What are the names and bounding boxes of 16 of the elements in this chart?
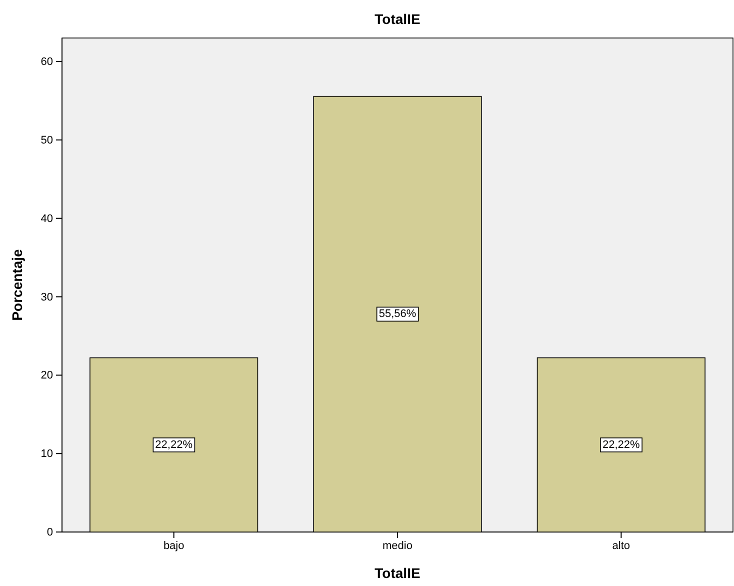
y-tick-label: 20 xyxy=(40,370,53,382)
x-axis-title: TotalIE xyxy=(374,565,420,581)
x-tick-label: bajo xyxy=(163,540,184,552)
data-label: 22,22% xyxy=(155,438,193,451)
data-label: 22,22% xyxy=(602,438,640,451)
y-tick-label: 10 xyxy=(40,448,53,460)
y-axis-title: Porcentaje xyxy=(9,248,25,321)
data-label: 55,56% xyxy=(378,308,416,320)
y-tick-label: 30 xyxy=(40,291,53,304)
x-tick-label: alto xyxy=(612,540,630,552)
chart-title: TotalIE xyxy=(374,11,420,27)
y-tick-label: 60 xyxy=(40,56,53,68)
y-tick-label: 40 xyxy=(40,212,53,225)
y-tick-label: 50 xyxy=(40,134,53,146)
x-tick-label: medio xyxy=(382,540,412,552)
y-tick-label: 0 xyxy=(46,526,53,539)
